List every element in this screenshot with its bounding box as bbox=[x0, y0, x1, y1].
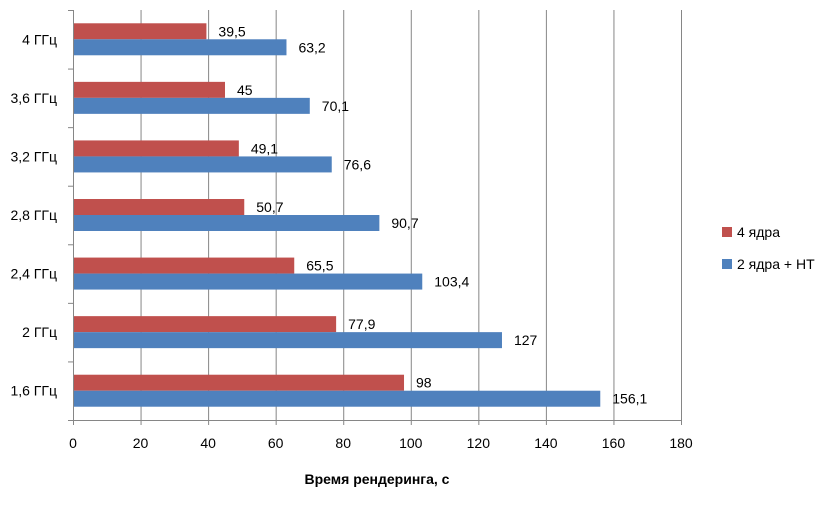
bar bbox=[74, 97, 310, 114]
bars bbox=[74, 23, 601, 407]
data-label: 77,9 bbox=[348, 316, 375, 332]
x-axis-title: Время рендеринга, с bbox=[305, 471, 450, 487]
bar bbox=[74, 374, 405, 391]
x-tick-label: 120 bbox=[467, 435, 491, 451]
bar bbox=[74, 156, 332, 173]
y-category-label: 1,6 ГГц bbox=[10, 383, 57, 399]
data-label: 65,5 bbox=[306, 258, 333, 274]
bar bbox=[74, 199, 245, 215]
y-category-label: 2,4 ГГц bbox=[10, 266, 57, 282]
bar bbox=[74, 140, 239, 157]
data-label: 127 bbox=[514, 332, 538, 348]
x-tick-label: 60 bbox=[268, 435, 284, 451]
legend-label: 4 ядра bbox=[737, 224, 780, 240]
legend-swatch bbox=[722, 227, 732, 237]
x-tick-label: 40 bbox=[200, 435, 216, 451]
x-tick-label: 160 bbox=[602, 435, 626, 451]
y-category-label: 4 ГГц bbox=[22, 31, 57, 47]
data-label: 70,1 bbox=[322, 98, 349, 114]
data-label: 90,7 bbox=[391, 215, 418, 231]
gridlines bbox=[140, 10, 682, 420]
y-category-label: 3,2 ГГц bbox=[10, 148, 57, 164]
bar bbox=[74, 332, 502, 349]
data-label: 39,5 bbox=[218, 23, 245, 39]
y-category-label: 2,8 ГГц bbox=[10, 207, 57, 223]
legend-label: 2 ядра + HT bbox=[737, 256, 815, 272]
bar bbox=[74, 81, 225, 98]
x-tick-label: 20 bbox=[133, 435, 149, 451]
bar bbox=[74, 257, 295, 274]
x-tick-label: 100 bbox=[399, 435, 423, 451]
data-label: 49,1 bbox=[251, 140, 278, 156]
x-tick-label: 0 bbox=[69, 435, 77, 451]
x-tick-label: 140 bbox=[534, 435, 558, 451]
bar bbox=[74, 316, 337, 333]
data-label: 45 bbox=[237, 82, 253, 98]
data-label: 98 bbox=[416, 375, 432, 391]
data-label: 76,6 bbox=[344, 156, 371, 172]
data-label: 103,4 bbox=[434, 274, 469, 290]
data-labels: 39,5 63,2 45 70,1 49,1 76,6 50,7 90,7 65,5 103,4 7… bbox=[218, 23, 647, 406]
data-label: 156,1 bbox=[612, 391, 647, 407]
y-category-label: 3,6 ГГц bbox=[10, 90, 57, 106]
data-label: 63,2 bbox=[298, 39, 325, 55]
legend: 4 ядра 2 ядра + HT bbox=[722, 224, 815, 272]
bar bbox=[74, 215, 380, 231]
data-label: 50,7 bbox=[256, 199, 283, 215]
bar bbox=[74, 39, 287, 56]
bar bbox=[74, 273, 423, 290]
bar bbox=[74, 23, 207, 40]
axes: 0 20 40 60 80 100 120 140 160 180 4 ГГц 3,6 ГГц 3,2 … bbox=[10, 10, 693, 451]
legend-swatch bbox=[722, 259, 732, 269]
y-category-label: 2 ГГц bbox=[22, 324, 57, 340]
bar bbox=[74, 390, 601, 407]
x-tick-label: 180 bbox=[669, 435, 693, 451]
x-tick-label: 80 bbox=[335, 435, 351, 451]
